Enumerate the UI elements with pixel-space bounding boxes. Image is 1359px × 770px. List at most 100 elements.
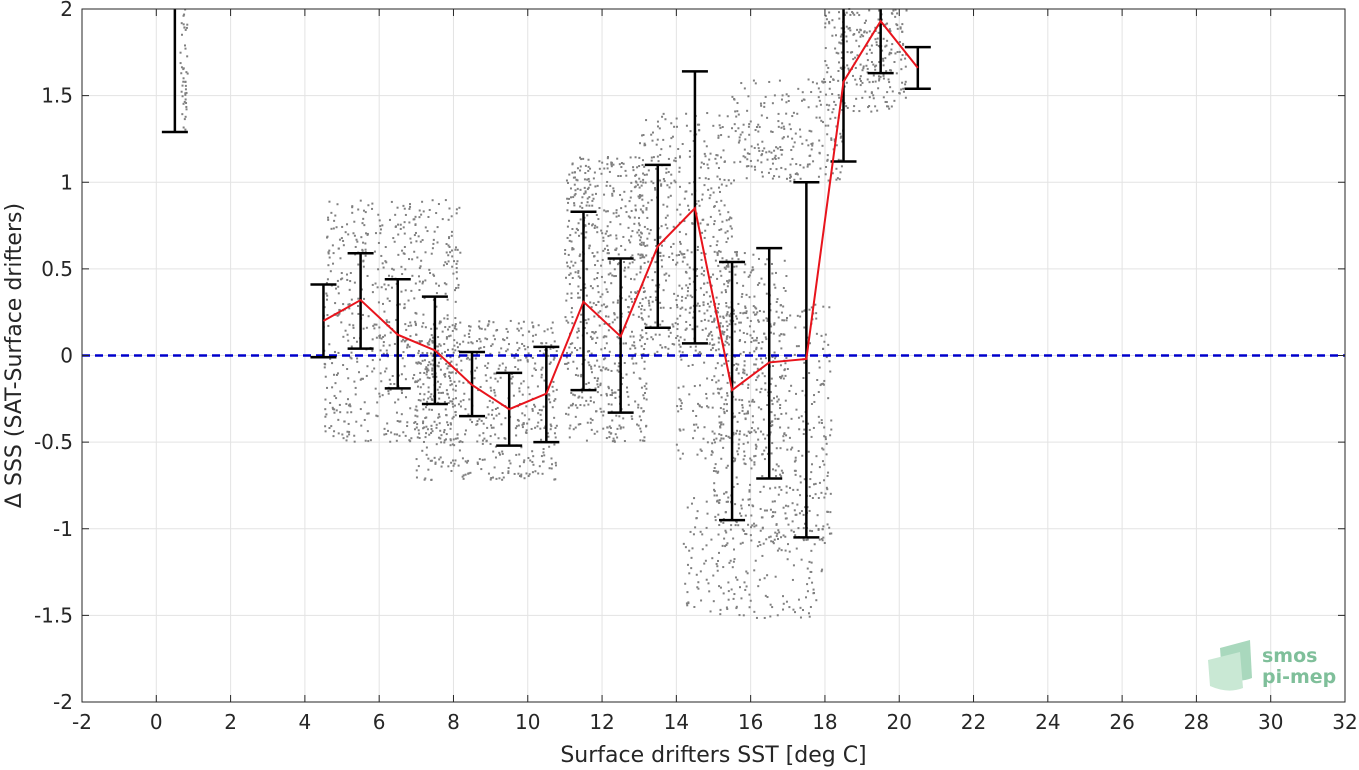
- scatter-point: [706, 377, 709, 380]
- scatter-point: [580, 375, 583, 378]
- scatter-point: [738, 136, 741, 139]
- scatter-point: [377, 213, 380, 216]
- scatter-point: [324, 398, 327, 401]
- scatter-point: [821, 460, 824, 463]
- scatter-point: [759, 391, 762, 394]
- scatter-point: [515, 352, 518, 355]
- scatter-point: [486, 338, 489, 341]
- scatter-point: [737, 372, 740, 375]
- scatter-point: [784, 168, 787, 171]
- scatter-point: [586, 421, 589, 424]
- scatter-point: [357, 312, 360, 315]
- scatter-point: [776, 417, 779, 420]
- scatter-point: [691, 328, 694, 331]
- scatter-point: [818, 366, 821, 369]
- scatter-point: [522, 380, 525, 383]
- scatter-point: [605, 392, 608, 395]
- scatter-point: [447, 423, 450, 426]
- scatter-point: [550, 467, 553, 470]
- scatter-point: [323, 366, 326, 369]
- scatter-point: [704, 457, 707, 460]
- scatter-point: [392, 268, 395, 271]
- scatter-point: [746, 572, 749, 575]
- scatter-point: [717, 559, 720, 562]
- scatter-point: [868, 48, 871, 51]
- scatter-point: [382, 335, 385, 338]
- scatter-point: [721, 126, 724, 129]
- scatter-point: [758, 282, 761, 285]
- scatter-point: [348, 433, 351, 436]
- scatter-point: [628, 295, 631, 298]
- scatter-point: [753, 429, 756, 432]
- scatter-point: [609, 184, 612, 187]
- scatter-point: [845, 35, 848, 38]
- scatter-point: [594, 224, 597, 227]
- scatter-point: [413, 234, 416, 237]
- scatter-point: [803, 428, 806, 431]
- scatter-point: [566, 181, 569, 184]
- scatter-point: [717, 264, 720, 267]
- scatter-point: [639, 231, 642, 234]
- scatter-point: [589, 167, 592, 170]
- scatter-point: [565, 356, 568, 359]
- scatter-point: [369, 439, 372, 442]
- scatter-point: [427, 386, 430, 389]
- scatter-point: [757, 406, 760, 409]
- scatter-point: [723, 403, 726, 406]
- scatter-point: [475, 352, 478, 355]
- scatter-point: [632, 166, 635, 169]
- scatter-point: [766, 158, 769, 161]
- scatter-point: [896, 51, 899, 54]
- scatter-point: [340, 321, 343, 324]
- scatter-point: [727, 343, 730, 346]
- scatter-point: [784, 399, 787, 402]
- scatter-point: [597, 385, 600, 388]
- scatter-point: [573, 176, 576, 179]
- scatter-point: [431, 430, 434, 433]
- scatter-point: [589, 335, 592, 338]
- scatter-point: [531, 321, 534, 324]
- scatter-point: [581, 206, 584, 209]
- scatter-point: [640, 336, 643, 339]
- scatter-point: [350, 345, 353, 348]
- y-tick-label: -1.5: [34, 603, 73, 627]
- scatter-point: [346, 430, 349, 433]
- scatter-point: [775, 447, 778, 450]
- scatter-point: [826, 523, 829, 526]
- scatter-point: [733, 459, 736, 462]
- scatter-point: [792, 530, 795, 533]
- scatter-point: [748, 606, 751, 609]
- scatter-point: [591, 338, 594, 341]
- scatter-point: [437, 349, 440, 352]
- scatter-point: [812, 592, 815, 595]
- scatter-point: [791, 446, 794, 449]
- scatter-point: [754, 363, 757, 366]
- scatter-point: [649, 229, 652, 232]
- scatter-point: [715, 200, 718, 203]
- scatter-point: [812, 426, 815, 429]
- scatter-point: [689, 345, 692, 348]
- scatter-point: [712, 273, 715, 276]
- scatter-point: [431, 369, 434, 372]
- scatter-point: [877, 44, 880, 47]
- scatter-point: [806, 165, 809, 168]
- scatter-point: [534, 405, 537, 408]
- scatter-point: [342, 244, 345, 247]
- scatter-point: [812, 588, 815, 591]
- scatter-point: [413, 297, 416, 300]
- scatter-point: [774, 531, 777, 534]
- scatter-point: [455, 208, 458, 211]
- scatter-point: [349, 280, 352, 283]
- scatter-point: [608, 260, 611, 263]
- scatter-point: [726, 313, 729, 316]
- scatter-point: [696, 245, 699, 248]
- scatter-point: [436, 241, 439, 244]
- scatter-point: [328, 426, 331, 429]
- scatter-point: [670, 173, 673, 176]
- scatter-point: [732, 597, 735, 600]
- scatter-point: [845, 81, 848, 84]
- scatter-point: [669, 194, 672, 197]
- scatter-point: [330, 211, 333, 214]
- scatter-point: [414, 322, 417, 325]
- scatter-point: [352, 326, 355, 329]
